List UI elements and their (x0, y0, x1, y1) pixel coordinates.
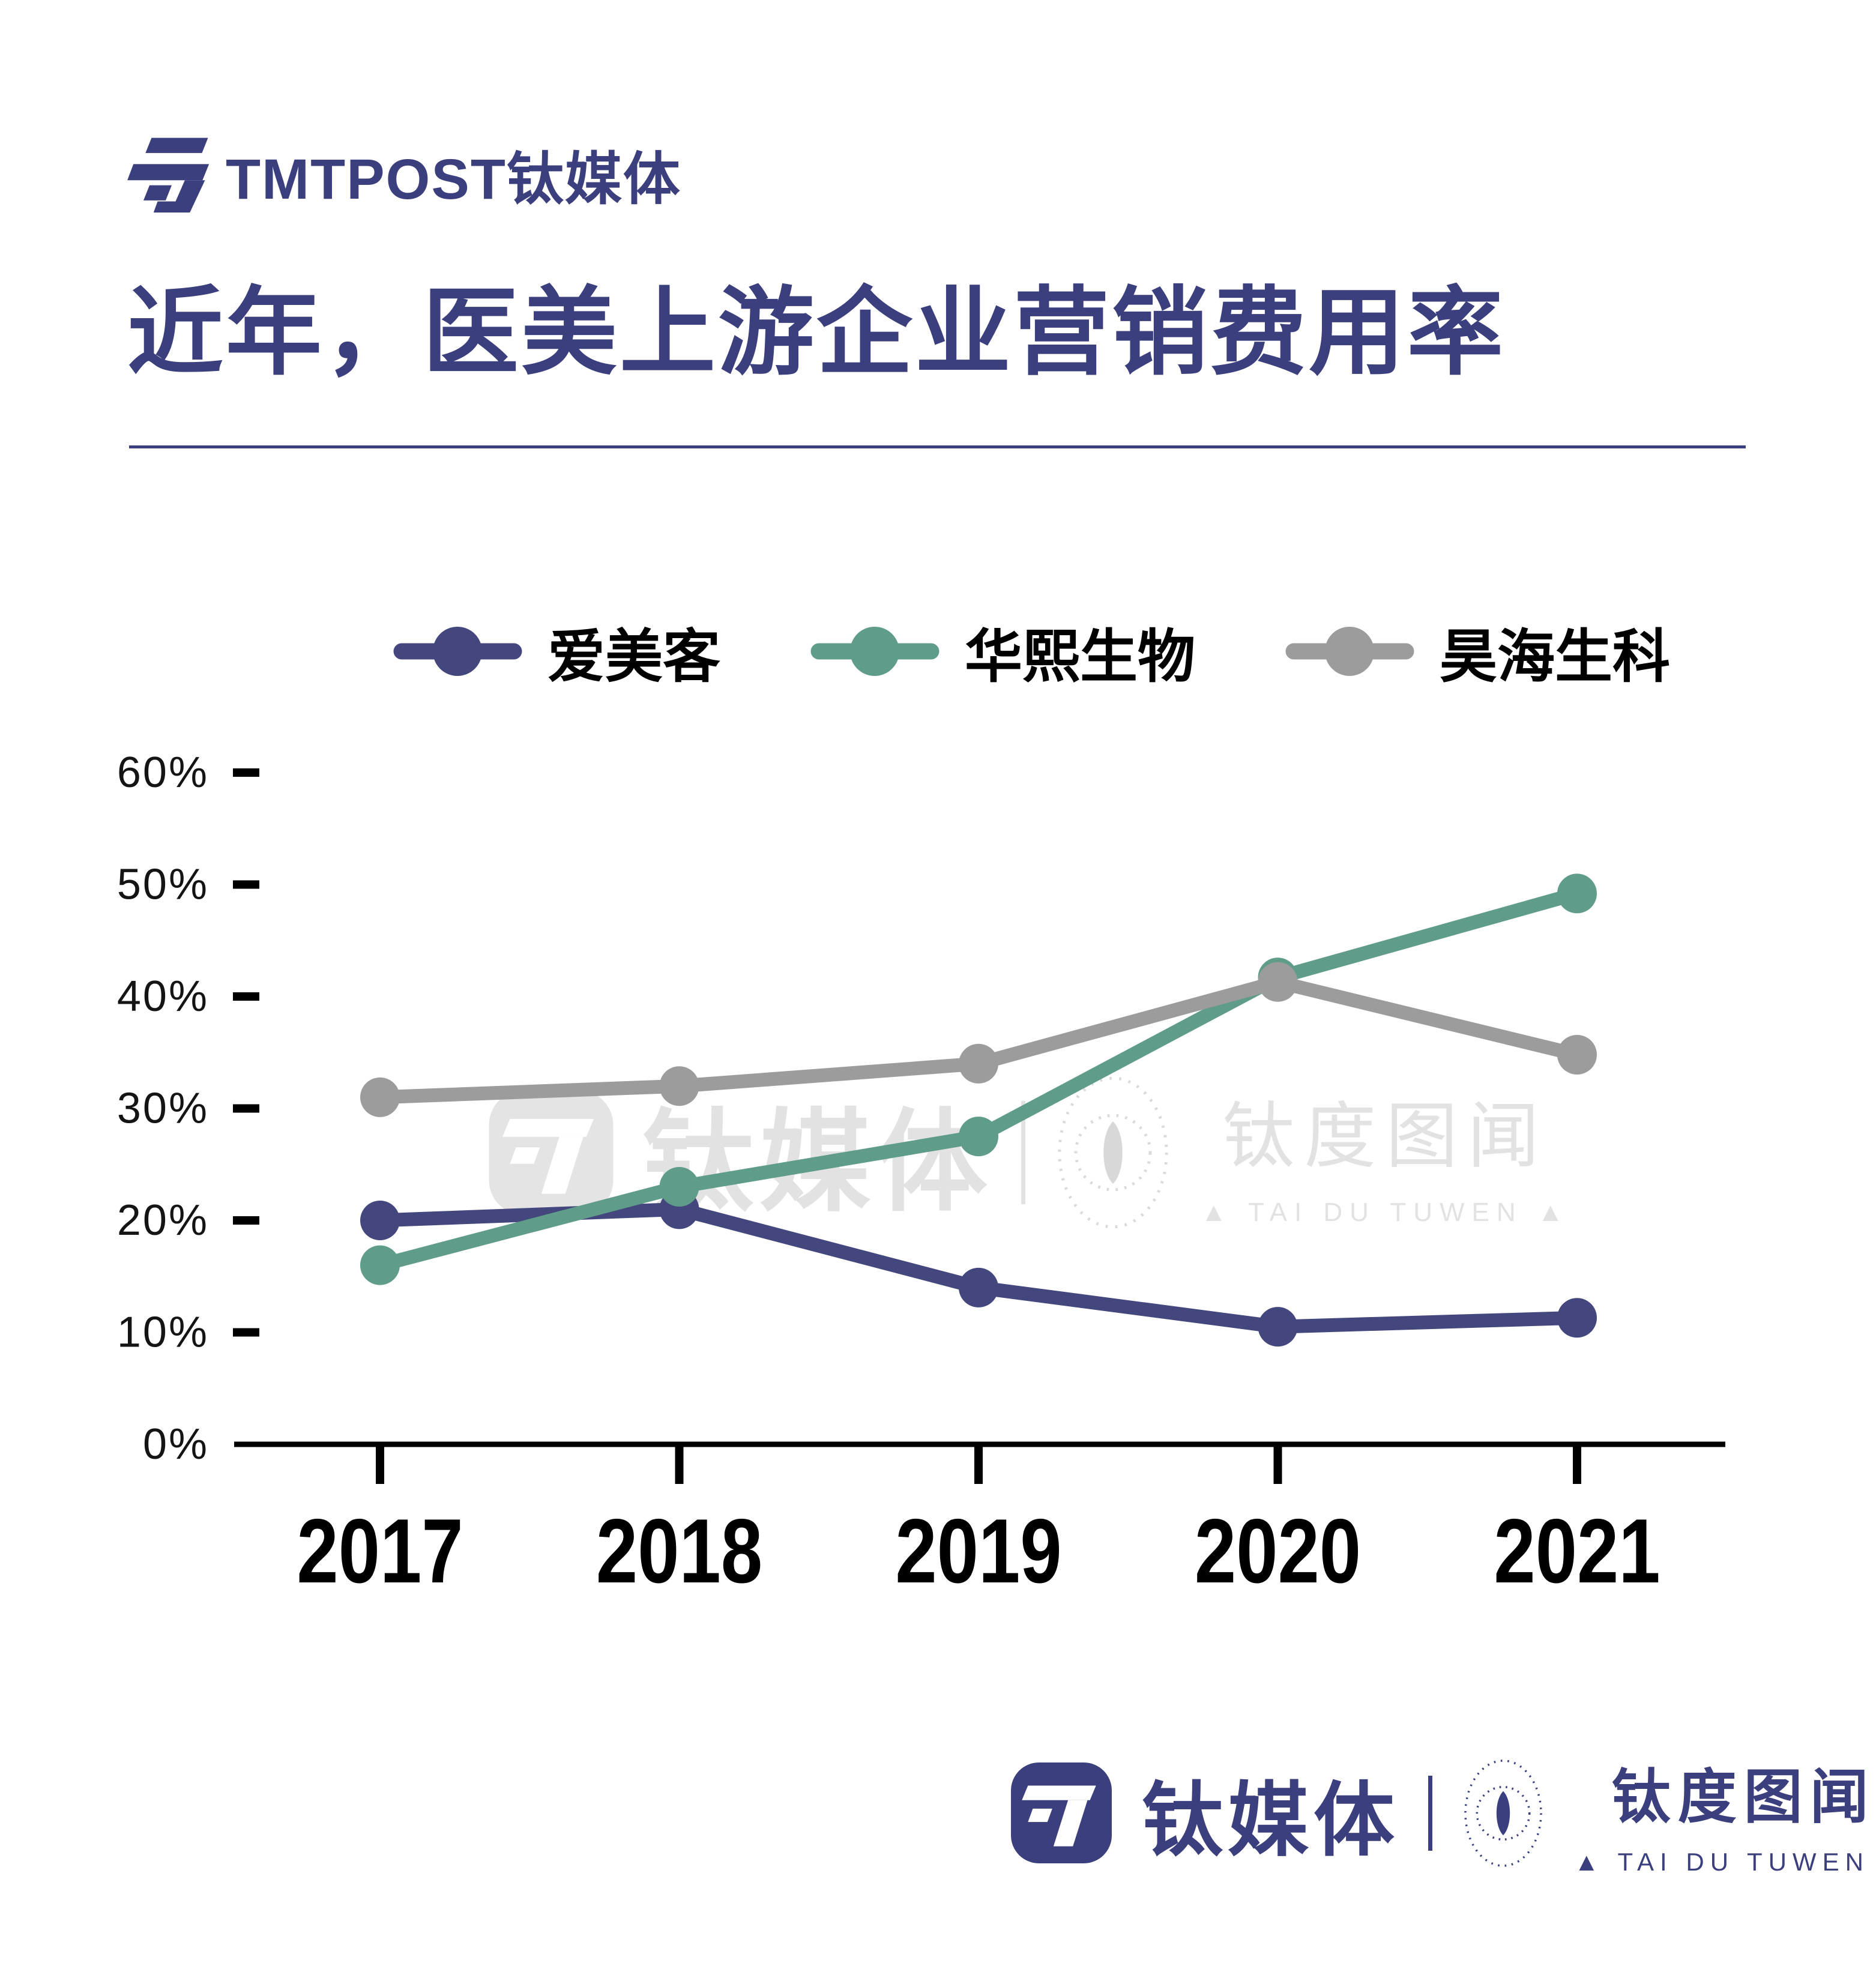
x-axis-label: 2019 (895, 1500, 1061, 1602)
watermark-taidu-text: 钛度图闻 (1222, 1096, 1549, 1177)
y-axis-label: 40% (117, 972, 209, 1021)
watermark-divider (1021, 1101, 1025, 1204)
data-point-爱美客 (360, 1201, 400, 1240)
data-point-昊海生科 (360, 1077, 400, 1117)
y-axis-label: 10% (117, 1309, 209, 1357)
legend-item-haohai: 昊海生科 (1285, 610, 1670, 693)
footer-tmt-text: 钛媒体 (1142, 1775, 1399, 1866)
x-axis-label: 2021 (1494, 1500, 1660, 1602)
footer-eye-icon (1464, 1759, 1542, 1867)
data-point-华熙生物 (959, 1117, 998, 1157)
legend-label: 昊海生科 (1440, 624, 1670, 689)
x-axis-label: 2020 (1195, 1500, 1361, 1602)
x-axis-label: 2017 (297, 1500, 463, 1602)
watermark-taidu-subtext: ▲ TAI DU TUWEN ▲ (1201, 1198, 1571, 1227)
tmtpost-logo-icon (127, 137, 210, 213)
footer-taidu-subtext: ▲ TAI DU TUWEN ▲ (1574, 1848, 1876, 1876)
legend-marker-icon (1285, 627, 1414, 676)
watermark-tmt-logo-icon (489, 1090, 614, 1215)
page-title: 近年，医美上游企业营销费用率 (127, 279, 1506, 386)
data-point-爱美客 (959, 1267, 998, 1307)
footer-taidu-text: 钛度图闻 (1611, 1764, 1876, 1830)
y-axis-label: 30% (117, 1085, 209, 1133)
data-point-华熙生物 (1557, 873, 1597, 914)
footer-brand: 钛媒体 钛度图闻 ▲ TAI DU TUWEN ▲ (1010, 1741, 1876, 1885)
data-point-爱美客 (1557, 1298, 1597, 1338)
footer-tmt-logo-icon (1011, 1762, 1112, 1863)
legend-label: 华熙生物 (965, 624, 1195, 689)
watermark: 钛媒体 钛度图闻 ▲ TAI DU TUWEN ▲ (487, 1063, 1570, 1243)
legend-marker-icon (810, 627, 940, 676)
watermark-eye-icon (1058, 1076, 1168, 1229)
y-axis-label: 0% (143, 1420, 209, 1468)
line-chart: 0% 10% 20% 30% 40% 50% 60% 2017 2018 2019 2020 2021 (117, 749, 1725, 1602)
data-point-爱美客 (1258, 1307, 1298, 1347)
data-point-昊海生科 (1557, 1034, 1597, 1075)
legend-item-aimeike: 爱美客 (393, 610, 720, 693)
chart-legend: 爱美客 华熙生物 昊海生科 (393, 606, 1670, 696)
header-brand: TMTPOST钛媒体 (127, 133, 681, 216)
data-point-昊海生科 (1258, 962, 1298, 1002)
footer-divider (1428, 1775, 1432, 1851)
legend-marker-icon (393, 627, 522, 676)
data-point-华熙生物 (360, 1245, 400, 1285)
legend-label: 爱美客 (547, 624, 720, 689)
y-axis-label: 20% (117, 1196, 209, 1244)
y-axis-label: 60% (117, 749, 209, 797)
data-point-昊海生科 (659, 1066, 699, 1106)
data-point-昊海生科 (959, 1043, 998, 1084)
y-axis-label: 50% (117, 861, 209, 909)
legend-item-huaxi: 华熙生物 (810, 610, 1195, 693)
x-axis-label: 2018 (596, 1500, 762, 1602)
data-point-华熙生物 (659, 1167, 699, 1207)
header-logo-text: TMTPOST钛媒体 (226, 148, 681, 211)
title-divider (129, 445, 1746, 448)
